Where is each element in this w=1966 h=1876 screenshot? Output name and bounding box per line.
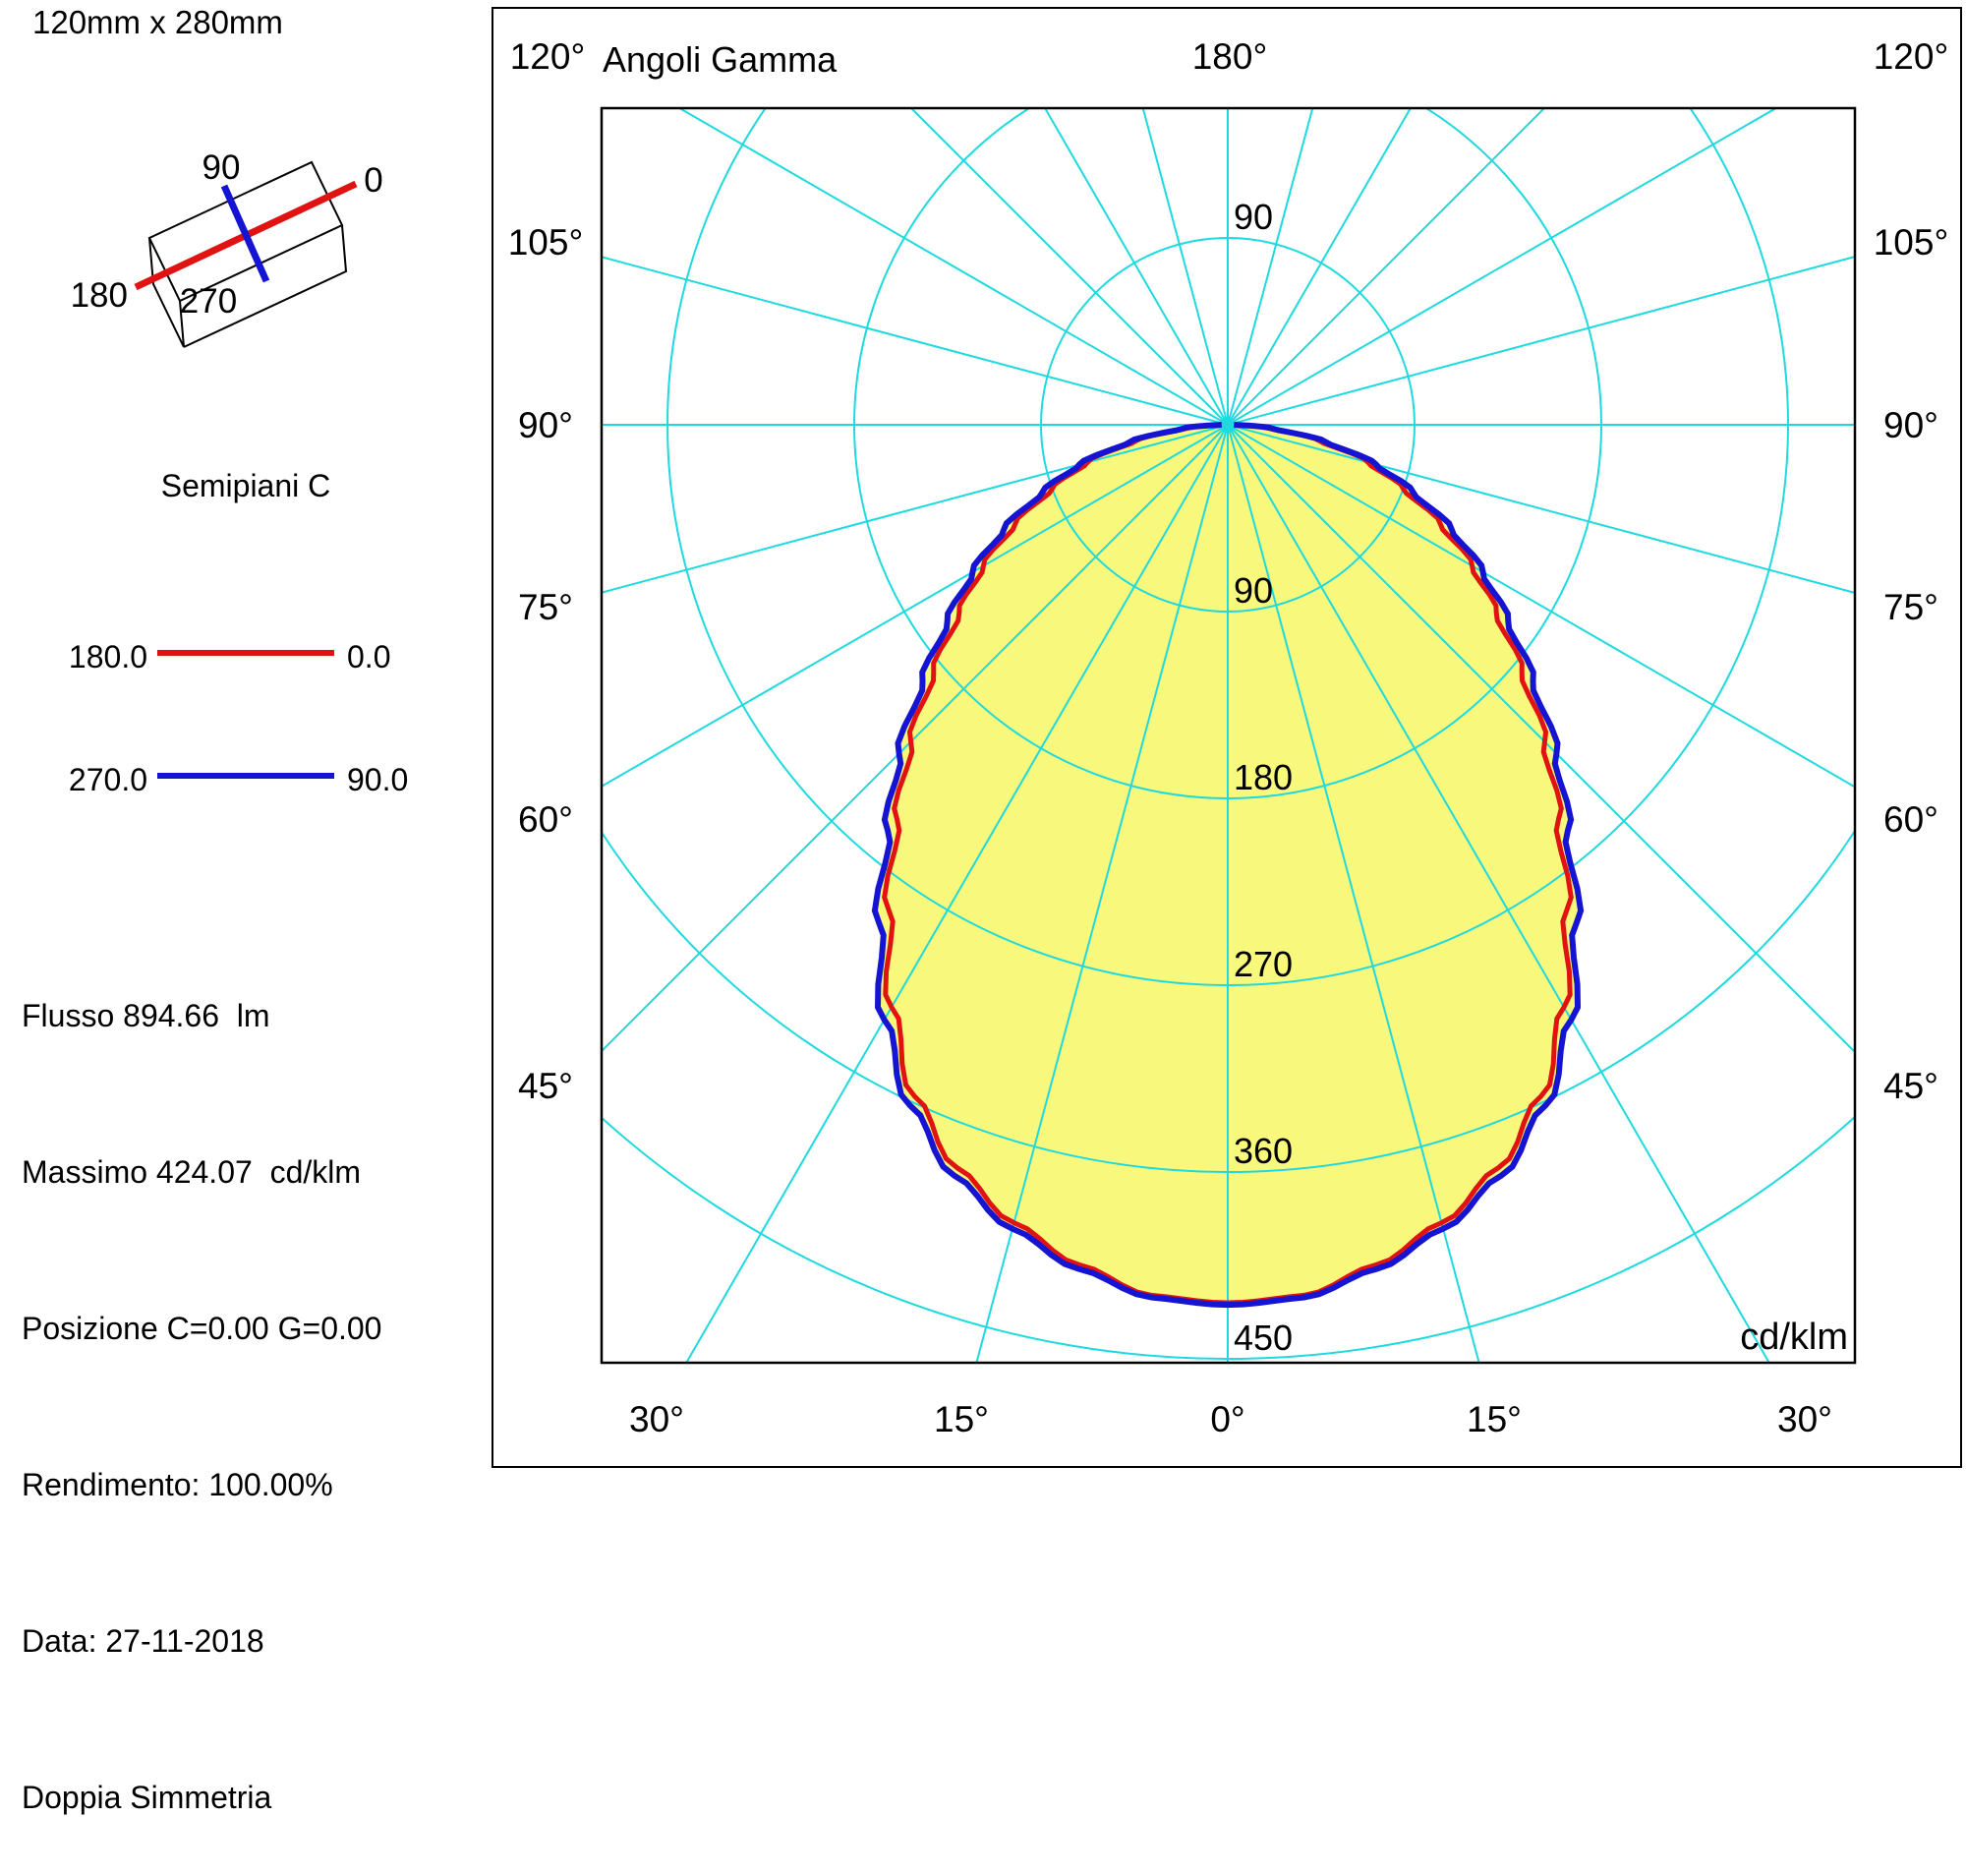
gamma-angle-label: 45° xyxy=(1883,1066,1938,1106)
gamma-ray xyxy=(1227,424,1855,1054)
gamma-angle-label: 105° xyxy=(1874,222,1949,263)
gamma-ray xyxy=(1227,424,1855,594)
gamma-angle-label: 90° xyxy=(518,405,573,445)
radial-tick-label: 180 xyxy=(1234,757,1293,797)
gamma-angle-label: 75° xyxy=(1883,587,1938,627)
gamma-ray xyxy=(975,424,1229,1363)
gamma-angle-label: 60° xyxy=(1883,799,1938,840)
gamma-angle-label: 30° xyxy=(1777,1399,1832,1439)
gamma-ray xyxy=(1227,424,1770,1363)
chart-title: Angoli Gamma xyxy=(603,39,838,80)
legend-c180-line xyxy=(157,650,334,656)
radial-tick-label: 90 xyxy=(1234,197,1273,237)
legend-c0-label: 0.0 xyxy=(347,639,391,674)
polar-grid xyxy=(602,108,1855,1363)
gamma-angle-label: 180° xyxy=(1192,36,1268,77)
gamma-ray xyxy=(1227,108,1778,426)
radial-tick-label: 90 xyxy=(1234,570,1273,611)
gamma-angle-label: 120° xyxy=(1874,36,1949,77)
gamma-ray xyxy=(909,108,1229,426)
gamma-ray xyxy=(677,108,1229,426)
radial-tick-label: 270 xyxy=(1234,944,1293,984)
photometric-report-page: { "left_panel": { "size_label": "120mm x… xyxy=(22,4,1962,1815)
gamma-ray xyxy=(1227,108,1413,426)
chart-outer-border xyxy=(492,7,1962,1468)
info-symmetry: Doppia Simmetria xyxy=(22,1780,272,1815)
gamma-angle-label: 120° xyxy=(510,36,586,77)
gamma-ray xyxy=(1227,424,1855,789)
plot-box-border xyxy=(600,106,1857,1365)
legend-c180-label: 180.0 xyxy=(68,639,147,674)
info-position: Posizione C=0.00 G=0.00 xyxy=(22,1311,382,1346)
gamma-angle-label: 30° xyxy=(629,1399,684,1439)
polar-chart: 90 180 270 360 450 90 180° 120° 120° 105° 105° 90°… xyxy=(492,7,1962,1468)
curve-c270-c90 xyxy=(871,422,1585,1309)
gamma-ray xyxy=(1227,108,1314,426)
gamma-ray xyxy=(1227,256,1855,426)
gamma-ray xyxy=(602,424,1229,788)
gamma-ray xyxy=(1141,108,1229,426)
sketch-label-0: 0 xyxy=(364,161,382,200)
info-date: Data: 27-11-2018 xyxy=(22,1623,264,1659)
radial-tick-label: 360 xyxy=(1234,1131,1293,1171)
sketch-label-270: 270 xyxy=(180,282,237,321)
semiplanes-title: Semipiani C xyxy=(160,468,331,503)
sketch-label-180: 180 xyxy=(71,276,128,315)
gamma-ray xyxy=(1227,424,1480,1363)
info-flux: Flusso 894.66 lm xyxy=(22,998,270,1033)
gamma-ray xyxy=(685,424,1229,1363)
gamma-ray xyxy=(602,424,1229,594)
gamma-angle-label: 105° xyxy=(508,222,584,263)
info-maximum: Massimo 424.07 cd/klm xyxy=(22,1154,362,1190)
luminaire-box-drawing xyxy=(147,160,348,348)
plot-labels: 180° 120° 120° 105° 105° 90° 90° 75° 75° 60° 60° 45… xyxy=(508,36,1949,1439)
gamma-ray xyxy=(602,256,1229,426)
unit-label: cd/klm xyxy=(1740,1317,1848,1358)
gamma-angle-label: 15° xyxy=(1467,1399,1522,1439)
radial-tick-label: 450 xyxy=(1234,1318,1293,1358)
legend-c90-label: 90.0 xyxy=(347,762,409,797)
gamma-angle-label: 75° xyxy=(518,587,573,627)
luminaire-size-label: 120mm x 280mm xyxy=(32,4,283,40)
legend-c270-line xyxy=(157,773,334,779)
gamma-ray xyxy=(1043,108,1229,426)
gamma-angle-label: 60° xyxy=(518,799,573,840)
gamma-angle-label: 0° xyxy=(1210,1399,1244,1439)
gamma-ray xyxy=(602,424,1229,1053)
sketch-label-90: 90 xyxy=(202,148,241,187)
gamma-angle-label: 15° xyxy=(934,1399,989,1439)
legend-c270-label: 270.0 xyxy=(68,762,147,797)
gamma-angle-label: 45° xyxy=(518,1066,573,1106)
gamma-ray xyxy=(1227,108,1546,426)
luminaire-axes-sketch: 90 0 180 270 xyxy=(71,148,383,348)
gamma-angle-label: 90° xyxy=(1883,405,1938,445)
plot-area: 90 180 270 360 450 90 xyxy=(602,108,1855,1363)
c90-c270-axis-line xyxy=(220,184,270,283)
